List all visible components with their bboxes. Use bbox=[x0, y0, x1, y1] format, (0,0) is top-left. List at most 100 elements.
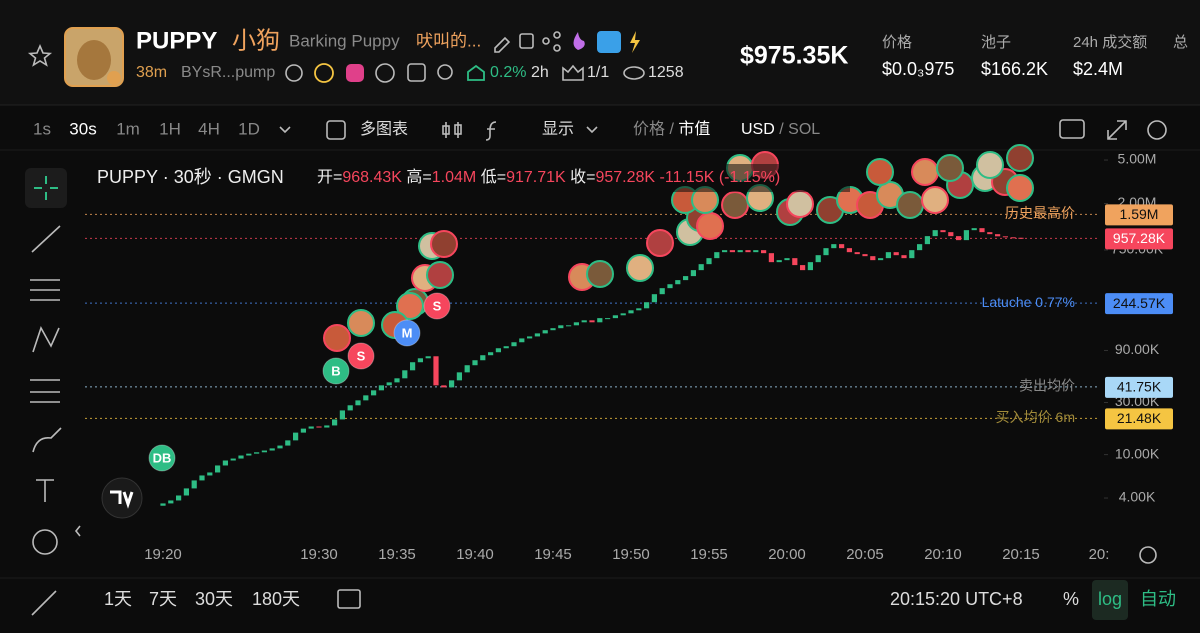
candle bbox=[176, 495, 182, 501]
boost-icon[interactable] bbox=[597, 31, 621, 53]
stat-label: 池子 bbox=[981, 34, 1011, 51]
projection-tool[interactable] bbox=[30, 379, 60, 403]
crosshair-tool[interactable] bbox=[34, 176, 58, 200]
candle bbox=[784, 258, 790, 261]
share-icon[interactable] bbox=[542, 37, 550, 45]
percent-toggle[interactable]: % bbox=[1063, 589, 1079, 609]
favorite-star[interactable] bbox=[27, 43, 53, 67]
range-button[interactable]: 180天 bbox=[252, 589, 300, 609]
candle bbox=[745, 250, 751, 253]
collapse[interactable] bbox=[74, 525, 81, 537]
list-icon[interactable] bbox=[375, 63, 395, 83]
trade-marker bbox=[322, 357, 350, 385]
candle bbox=[800, 265, 806, 271]
toggle-part: SOL bbox=[788, 121, 820, 138]
auto-toggle[interactable]: 自动 bbox=[1140, 589, 1176, 609]
candle bbox=[519, 338, 525, 343]
candle bbox=[698, 264, 704, 271]
legend-key: 低= bbox=[481, 168, 506, 186]
token-age: 38m bbox=[136, 64, 167, 81]
candle bbox=[1002, 236, 1008, 238]
note-icon[interactable] bbox=[407, 63, 426, 82]
copy-icon[interactable] bbox=[519, 33, 534, 49]
candle bbox=[659, 288, 665, 295]
edit-icon[interactable] bbox=[494, 36, 511, 53]
interval[interactable]: 1m bbox=[116, 119, 140, 138]
toggle-part: / bbox=[779, 121, 784, 138]
candle bbox=[815, 255, 821, 263]
x-tick-label: 19:30 bbox=[300, 546, 338, 563]
candle bbox=[620, 313, 626, 316]
fullscreen-icon[interactable] bbox=[1107, 120, 1127, 140]
interval[interactable]: 4H bbox=[198, 119, 220, 138]
candle bbox=[246, 453, 252, 456]
toggle[interactable]: USD / SOL bbox=[741, 121, 820, 138]
candle bbox=[597, 318, 603, 323]
candle bbox=[651, 294, 657, 303]
range-button[interactable]: 30天 bbox=[195, 589, 233, 609]
ruler-tool[interactable] bbox=[31, 590, 57, 616]
candle bbox=[324, 425, 330, 428]
log-toggle[interactable]: log bbox=[1098, 589, 1122, 609]
holders-icon[interactable] bbox=[285, 64, 303, 82]
price-label-box bbox=[1105, 228, 1173, 250]
candle bbox=[285, 440, 291, 446]
text-tool[interactable] bbox=[36, 479, 54, 502]
pattern-tool[interactable] bbox=[32, 326, 60, 353]
stats: 价格 $0.0₃975 池子 $166.2K 24h 成交额 $2.4M 总 bbox=[882, 33, 1188, 79]
interval[interactable]: 1s bbox=[33, 119, 51, 138]
interval[interactable]: 1H bbox=[159, 119, 181, 138]
toggle-part: USD bbox=[741, 121, 775, 138]
candle bbox=[995, 234, 1001, 237]
log-active-bg bbox=[1092, 580, 1128, 620]
line-tool[interactable] bbox=[31, 225, 61, 253]
price-line-label: 历史最高价 bbox=[1005, 205, 1075, 221]
token-full-name: Barking Puppy bbox=[289, 31, 400, 50]
range-button[interactable]: 7天 bbox=[149, 589, 177, 609]
y-tick-label: 10.00K bbox=[1115, 445, 1160, 461]
toggle[interactable]: 价格 / 市值 bbox=[633, 120, 710, 138]
left-tools bbox=[25, 168, 81, 616]
axis-settings[interactable] bbox=[1139, 546, 1157, 564]
candle bbox=[558, 325, 564, 329]
candle bbox=[581, 320, 587, 323]
candle bbox=[495, 348, 501, 353]
change: 0.2% bbox=[490, 64, 526, 81]
checkbox[interactable] bbox=[326, 120, 346, 140]
emoji-tool[interactable] bbox=[32, 529, 58, 555]
token-address[interactable]: BYsR...pump bbox=[181, 64, 275, 81]
range-button[interactable]: 1天 bbox=[104, 589, 132, 609]
fx-icon[interactable] bbox=[485, 121, 497, 141]
brush-tool[interactable] bbox=[32, 427, 62, 453]
multi-chart[interactable]: 多图表 bbox=[360, 120, 408, 138]
candle bbox=[238, 455, 244, 459]
candle bbox=[332, 419, 338, 426]
legend-value: 1.04M bbox=[432, 169, 476, 186]
avatar-bubble bbox=[976, 151, 1004, 179]
calendar-icon[interactable] bbox=[337, 589, 361, 609]
search-icon[interactable] bbox=[437, 64, 453, 80]
instagram-icon[interactable] bbox=[346, 64, 364, 82]
display-menu[interactable]: 显示 bbox=[542, 121, 574, 138]
camera-icon[interactable] bbox=[1059, 119, 1085, 139]
legend-value: -11.15K (-1.15%) bbox=[660, 169, 781, 186]
avatar-bubble bbox=[786, 190, 814, 218]
candle bbox=[714, 252, 720, 259]
avatar-badge bbox=[107, 71, 121, 85]
avatar-bubble bbox=[936, 154, 964, 182]
settings-icon[interactable] bbox=[1147, 120, 1167, 140]
tradingview-logo[interactable] bbox=[101, 477, 143, 519]
candle bbox=[269, 448, 275, 451]
interval[interactable]: 30s bbox=[69, 119, 96, 138]
ratio: 1/1 bbox=[587, 64, 609, 81]
avatar-bubble bbox=[586, 260, 614, 288]
candle bbox=[768, 253, 774, 263]
interval[interactable]: 1D bbox=[238, 119, 260, 138]
price-line-label: 卖出均价 bbox=[1019, 378, 1075, 394]
eye-icon bbox=[623, 66, 645, 80]
candle bbox=[191, 480, 197, 489]
price-label: 1.59M bbox=[1120, 206, 1159, 222]
x-tick-label: 19:40 bbox=[456, 546, 494, 563]
fib-tool[interactable] bbox=[30, 279, 60, 301]
toggle-part: / bbox=[669, 121, 674, 138]
